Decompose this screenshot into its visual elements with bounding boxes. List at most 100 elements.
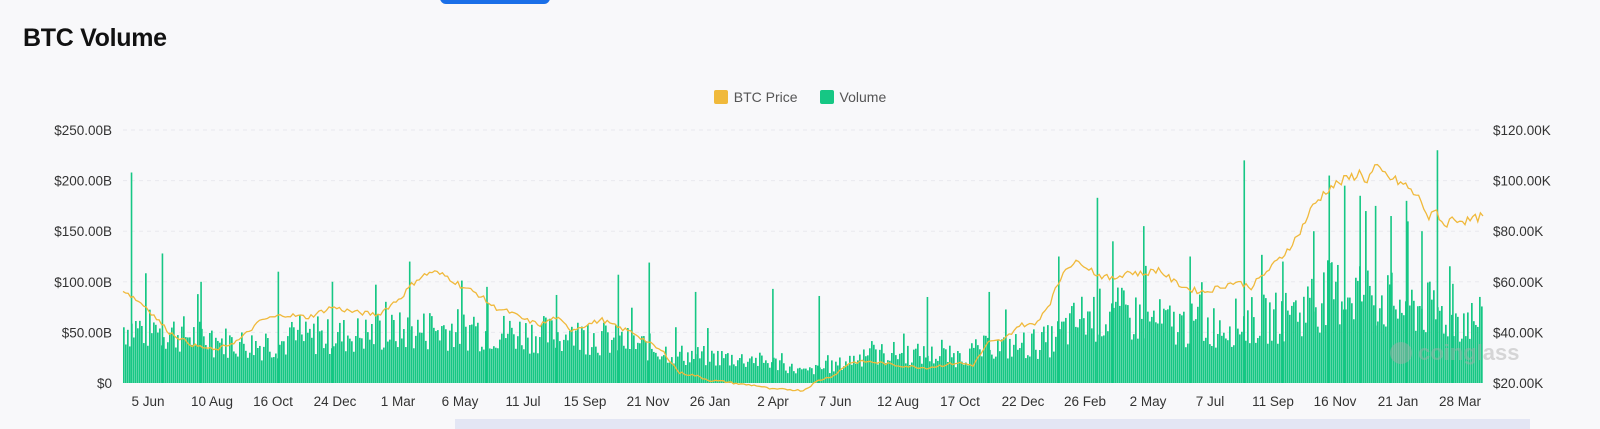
- volume-bar: [759, 352, 761, 383]
- volume-bar: [605, 325, 607, 383]
- volume-spike-bar: [277, 271, 280, 383]
- volume-bar: [1255, 342, 1257, 383]
- volume-bar: [677, 356, 679, 383]
- volume-bar: [1431, 299, 1433, 383]
- volume-bar: [343, 320, 345, 383]
- volume-spike-bar: [1359, 195, 1361, 383]
- volume-bar: [1147, 311, 1149, 383]
- volume-bar: [285, 354, 287, 383]
- volume-bar: [293, 327, 295, 383]
- volume-bar: [357, 318, 359, 383]
- volume-bar: [853, 355, 855, 383]
- volume-bar: [1063, 321, 1065, 383]
- volume-bar: [633, 335, 635, 383]
- volume-bar: [1299, 312, 1301, 383]
- volume-bar: [337, 331, 339, 383]
- volume-bar: [345, 351, 347, 383]
- volume-bar: [901, 352, 903, 383]
- volume-bar: [463, 314, 465, 383]
- volume-bar: [1293, 302, 1295, 383]
- volume-bar: [653, 351, 655, 383]
- volume-bar: [1069, 313, 1071, 383]
- legend-item-volume[interactable]: Volume: [819, 89, 886, 105]
- volume-bar: [1191, 303, 1193, 383]
- volume-spike-bar: [1374, 205, 1377, 383]
- volume-bar: [1253, 317, 1255, 383]
- volume-bar: [347, 335, 349, 383]
- volume-bar: [1045, 342, 1047, 383]
- volume-bar: [433, 327, 435, 383]
- price-swatch-icon: [713, 90, 728, 104]
- volume-bar: [589, 354, 591, 383]
- volume-bar: [1011, 356, 1013, 383]
- volume-bar: [1461, 338, 1463, 383]
- volume-bar: [685, 365, 687, 383]
- volume-bar: [1077, 327, 1079, 383]
- volume-bar: [827, 355, 829, 383]
- volume-bar: [373, 344, 375, 383]
- volume-bar: [165, 348, 167, 383]
- legend-item-price[interactable]: BTC Price: [713, 89, 798, 105]
- volume-bar: [1383, 324, 1385, 383]
- volume-bar: [757, 365, 759, 383]
- volume-bar: [1317, 326, 1319, 383]
- volume-bar: [593, 333, 595, 383]
- volume-bar: [1059, 329, 1061, 383]
- volume-bar: [125, 344, 127, 383]
- volume-bar: [1055, 336, 1057, 383]
- range-scrollbar[interactable]: [455, 419, 1530, 429]
- volume-bar: [953, 353, 955, 383]
- volume-bar: [559, 341, 561, 383]
- volume-bar: [1257, 338, 1259, 383]
- volume-bar: [655, 352, 657, 383]
- volume-bar: [865, 356, 867, 383]
- volume-bar: [703, 345, 705, 383]
- volume-bar: [765, 360, 767, 383]
- volume-bar: [629, 349, 631, 383]
- volume-bar: [675, 327, 677, 383]
- y-right-tick-label: $120.00K: [1493, 123, 1551, 138]
- y-left-tick-label: $150.00B: [54, 224, 112, 239]
- volume-bar: [1315, 307, 1317, 383]
- volume-bar: [1117, 287, 1119, 383]
- volume-bar: [1009, 338, 1011, 383]
- volume-bar: [1321, 303, 1323, 383]
- volume-bar: [295, 340, 297, 383]
- volume-bar: [225, 328, 227, 383]
- y-right-tick-label: $20.00K: [1493, 376, 1543, 391]
- volume-bar: [1113, 307, 1115, 383]
- volume-bar: [523, 349, 525, 383]
- volume-bar: [809, 367, 811, 383]
- volume-bar: [1193, 320, 1195, 383]
- top-tab-indicator[interactable]: [440, 0, 550, 4]
- volume-bar: [1441, 306, 1443, 383]
- volume-bar: [503, 315, 505, 383]
- volume-bar: [959, 353, 961, 383]
- volume-spike-bar: [1328, 175, 1331, 383]
- volume-bar: [243, 343, 245, 383]
- volume-bar: [777, 370, 779, 383]
- volume-bar: [667, 362, 669, 383]
- volume-bar: [935, 358, 937, 383]
- x-tick-label: 26 Feb: [1064, 394, 1106, 409]
- volume-bar: [401, 338, 403, 383]
- volume-bar: [361, 338, 363, 383]
- volume-bar: [1237, 328, 1239, 383]
- volume-bar: [153, 322, 155, 383]
- volume-bar: [1039, 350, 1041, 383]
- volume-bar: [907, 345, 909, 383]
- volume-bar: [417, 319, 419, 383]
- volume-bar: [985, 335, 987, 383]
- volume-bar: [561, 351, 563, 383]
- volume-bar: [863, 349, 865, 383]
- volume-bar: [515, 348, 517, 383]
- volume-bar: [1451, 314, 1453, 383]
- volume-bar: [531, 324, 533, 383]
- volume-bar: [623, 345, 625, 383]
- volume-bar: [273, 357, 275, 383]
- volume-bar: [1481, 306, 1483, 383]
- volume-bar: [979, 349, 981, 383]
- volume-bar: [1223, 332, 1225, 383]
- volume-bar: [149, 309, 151, 383]
- volume-bar: [771, 362, 773, 383]
